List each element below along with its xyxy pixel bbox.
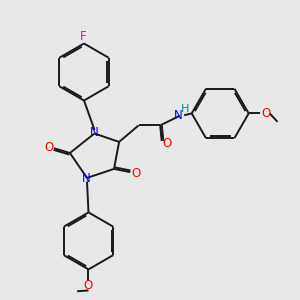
Text: O: O xyxy=(261,107,270,120)
Text: N: N xyxy=(174,109,183,122)
Text: N: N xyxy=(89,125,98,139)
Text: O: O xyxy=(44,141,54,154)
Text: O: O xyxy=(162,137,171,150)
Text: N: N xyxy=(81,172,90,185)
Text: O: O xyxy=(131,167,140,180)
Text: F: F xyxy=(80,30,87,44)
Text: H: H xyxy=(181,104,189,114)
Text: O: O xyxy=(84,279,93,292)
